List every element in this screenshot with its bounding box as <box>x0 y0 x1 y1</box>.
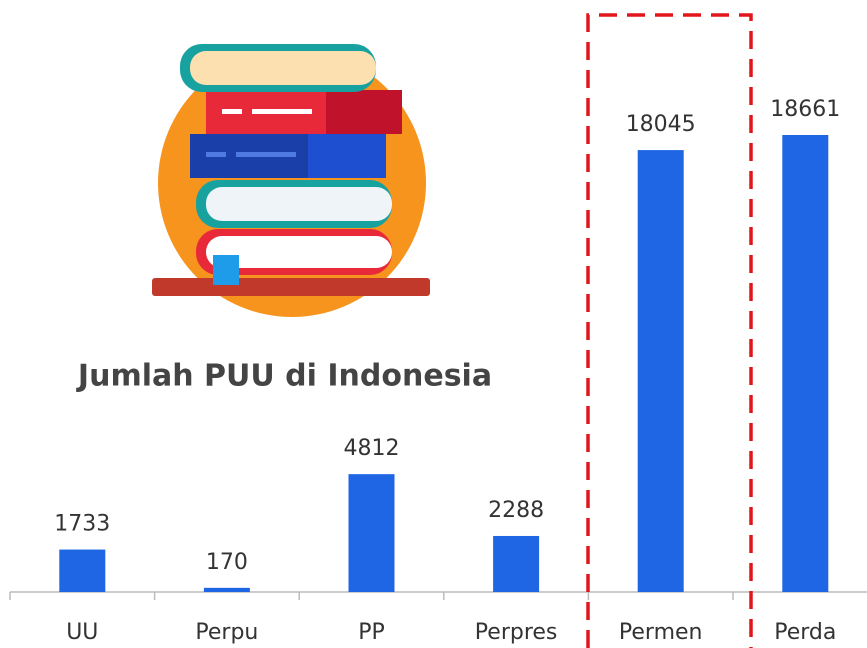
bar <box>782 135 829 592</box>
highlight-box <box>586 13 753 648</box>
x-tick-label: UU <box>66 620 98 645</box>
value-label: 170 <box>206 550 248 575</box>
bar <box>203 587 250 592</box>
x-tick-label: Permen <box>619 620 703 645</box>
value-label: 18045 <box>626 112 696 137</box>
books-illustration <box>152 44 430 317</box>
value-label: 1733 <box>54 512 110 537</box>
value-label: 18661 <box>770 97 840 122</box>
x-tick-label: Perpres <box>475 620 558 645</box>
bar <box>493 535 540 592</box>
x-tick-label: Perpu <box>195 620 258 645</box>
x-tick-label: PP <box>358 620 385 645</box>
bar <box>348 474 395 592</box>
bar <box>637 150 684 593</box>
bar <box>59 549 106 592</box>
value-label: 4812 <box>344 436 400 461</box>
value-label: 2288 <box>488 498 544 523</box>
x-tick-label: Perda <box>774 620 836 645</box>
chart-title: Jumlah PUU di Indonesia <box>76 359 492 394</box>
